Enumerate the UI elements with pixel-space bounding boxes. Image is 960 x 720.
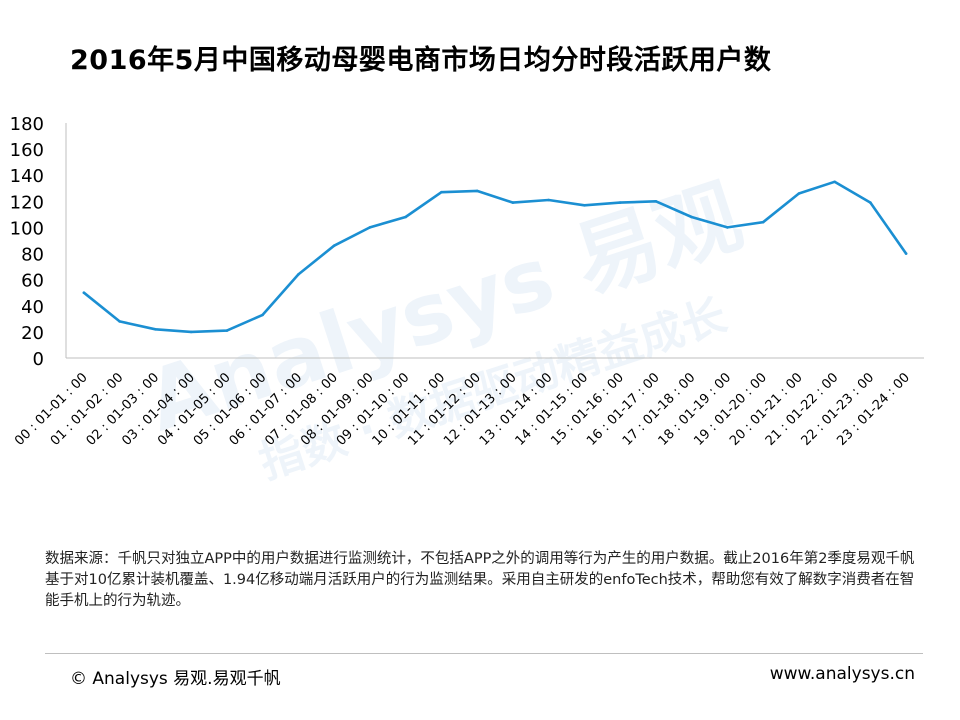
y-tick-label: 60 (21, 271, 44, 292)
y-axis-ticks: 0 20 40 60 80 100 120 140 160 180 (10, 114, 44, 370)
y-tick-label: 0 (33, 349, 44, 370)
y-tick-label: 80 (21, 245, 44, 266)
data-point (547, 198, 550, 202)
data-point (511, 201, 515, 204)
y-tick-label: 100 (10, 218, 44, 239)
data-point (261, 313, 264, 317)
data-point (690, 215, 693, 219)
footer-website[interactable]: www.analysys.cn (769, 664, 915, 684)
data-point (726, 226, 729, 229)
data-point (297, 273, 300, 276)
data-point (154, 328, 157, 331)
data-point (404, 215, 407, 219)
data-point (761, 220, 765, 224)
y-tick-label: 180 (10, 114, 44, 135)
data-point (475, 189, 479, 193)
data-point (583, 204, 586, 207)
footer-copyright: © Analysys 易观.易观千帆 (70, 669, 281, 689)
y-tick-label: 20 (21, 323, 44, 344)
data-point (904, 252, 908, 255)
data-point (618, 201, 622, 204)
y-tick-label: 40 (21, 297, 44, 318)
data-point (118, 320, 121, 323)
data-point (189, 330, 193, 334)
data-point (440, 190, 443, 194)
page-title: 2016年5月中国移动母婴电商市场日均分时段活跃用户数 (70, 45, 772, 76)
data-point (225, 329, 229, 332)
data-point (332, 244, 336, 247)
data-point (82, 291, 86, 295)
data-source-note: 数据来源：千帆只对独立APP中的用户数据进行监测统计，不包括APP之外的调用等行… (45, 551, 915, 609)
y-tick-label: 140 (10, 166, 44, 187)
series-line (82, 180, 908, 334)
y-tick-label: 160 (10, 140, 44, 161)
footer-divider (45, 653, 923, 654)
data-point (869, 201, 872, 204)
data-point (368, 226, 372, 229)
y-tick-label: 120 (10, 192, 44, 213)
series-layer (82, 180, 908, 334)
data-point (654, 200, 658, 203)
data-point (833, 180, 836, 184)
line-chart: 0 20 40 60 80 100 120 140 160 180 00 : 01-01 : 00… (10, 114, 924, 449)
data-point (797, 192, 801, 195)
